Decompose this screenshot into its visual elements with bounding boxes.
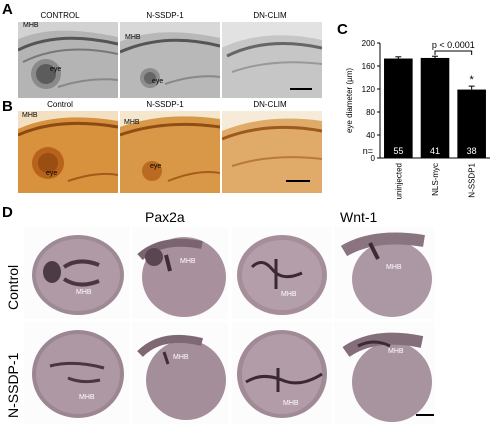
category-label: NLS-myc [431, 163, 440, 196]
panel-d-mhb-label-6: MHB [173, 354, 189, 361]
panel-a-header-dnclim: DN-CLIM [253, 11, 287, 20]
n-value-label: 55 [393, 146, 403, 156]
panel-d-letter: D [2, 204, 13, 221]
panel-b-image-nssdp1 [120, 111, 220, 193]
wnt1-nssdp1-dorsal-image [237, 330, 327, 418]
eye-diameter-bar-chart: 0 40 80 120 160 200 eye diameter (µm) 55 uninjec… [345, 39, 490, 199]
wnt1-control-dorsal-image [237, 235, 327, 315]
panel-d-image-wnt1-nssdp1-lateral [334, 322, 434, 424]
y-tick-label: 160 [362, 62, 376, 71]
y-tick-label: 80 [366, 108, 375, 117]
panel-d-image-pax2a-control-lateral [132, 227, 228, 319]
category-label: uninjected [394, 163, 403, 199]
wnt1-control-lateral-image [340, 232, 432, 317]
panel-d-image-wnt1-nssdp1-dorsal [232, 322, 332, 424]
panel-a-mhb-label-nssdp1: MHB [125, 34, 141, 41]
panel-d-header-wnt1: Wnt-1 [340, 209, 378, 225]
panel-d-row-label-nssdp1: N-SSDP-1 [5, 352, 21, 418]
embryo-dnclim-stained-image [222, 111, 322, 193]
panel-a-image-control [18, 22, 118, 98]
panel-a-header-control: CONTROL [40, 11, 80, 20]
n-equals-label: n= [363, 146, 373, 156]
pax2a-control-lateral-image [137, 237, 226, 317]
embryo-dnclim-image [222, 35, 322, 98]
bar [384, 58, 413, 158]
y-tick-label: 40 [366, 131, 375, 140]
embryo-nssdp1-stained-image [120, 111, 220, 193]
significance-asterisk: * [470, 74, 475, 86]
panel-b-eye-label-nssdp1: eye [150, 163, 162, 170]
panel-b-letter: B [2, 98, 13, 115]
panel-d-row-label-control: Control [5, 264, 21, 310]
scale-bar-a [290, 88, 312, 90]
panel-d-image-wnt1-control-lateral [334, 227, 434, 319]
panel-a-image-nssdp1 [120, 22, 220, 98]
panel-d-mhb-label-4: MHB [386, 264, 402, 271]
pax2a-nssdp1-lateral-image [137, 334, 226, 420]
panel-b-image-control [18, 111, 118, 193]
panel-a-eye-label-nssdp1: eye [152, 78, 164, 85]
panel-a-eye-label-control: eye [50, 66, 62, 73]
scale-bar-d [416, 414, 434, 416]
n-value-label: 41 [430, 146, 440, 156]
panel-b-mhb-label-nssdp1: MHB [124, 119, 140, 126]
panel-d-image-pax2a-nssdp1-dorsal [24, 322, 130, 424]
panel-d-image-wnt1-control-dorsal [232, 227, 332, 319]
bar [457, 89, 486, 158]
chart-labels: 0 40 80 120 160 200 eye diameter (µm) 55 uninjec… [345, 39, 477, 199]
y-tick-label: 120 [362, 85, 376, 94]
panel-b-image-dnclim [222, 111, 322, 193]
panel-a-image-dnclim [222, 22, 322, 98]
panel-d-mhb-label-7: MHB [283, 400, 299, 407]
panel-a-mhb-label-control: MHB [23, 22, 39, 29]
panel-a-header-nssdp1: N-SSDP-1 [146, 11, 184, 20]
panel-b-header-nssdp1: N-SSDP-1 [146, 100, 184, 109]
embryo-control-image [18, 30, 118, 98]
panel-d-image-pax2a-nssdp1-lateral [132, 322, 228, 424]
panel-d-mhb-label-2: MHB [180, 258, 196, 265]
panel-d-header-pax2a: Pax2a [145, 209, 185, 225]
panel-d-mhb-label-3: MHB [281, 291, 297, 298]
pax2a-control-dorsal-image [32, 235, 124, 315]
significance-bracket [434, 50, 473, 56]
panel-c-letter: C [337, 21, 348, 38]
scale-bar-b [286, 180, 310, 182]
y-axis-label: eye diameter (µm) [345, 68, 354, 133]
embryo-control-stained-image [18, 111, 118, 193]
pax2a-nssdp1-dorsal-image [32, 330, 124, 418]
bar [420, 57, 450, 159]
y-tick-label: 0 [371, 154, 376, 163]
n-value-label: 38 [467, 146, 477, 156]
category-label: N-SSDP1 [468, 162, 477, 197]
panel-b-mhb-label-control: MHB [22, 112, 38, 119]
panel-d-mhb-label-8: MHB [388, 348, 404, 355]
panel-b-header-control: Control [47, 100, 73, 109]
panel-a-letter: A [2, 1, 13, 18]
y-tick-label: 200 [362, 39, 376, 48]
wnt1-nssdp1-lateral-image [342, 332, 432, 422]
panel-d-mhb-label-1: MHB [76, 289, 92, 296]
panel-d-mhb-label-5: MHB [79, 394, 95, 401]
panel-b-header-dnclim: DN-CLIM [253, 100, 287, 109]
panel-d-image-pax2a-control-dorsal [24, 227, 130, 319]
panel-b-eye-label-control: eye [46, 170, 58, 177]
embryo-nssdp1-image [120, 32, 220, 98]
chart-bars [384, 50, 486, 159]
p-value-annotation: p < 0.0001 [432, 40, 475, 50]
